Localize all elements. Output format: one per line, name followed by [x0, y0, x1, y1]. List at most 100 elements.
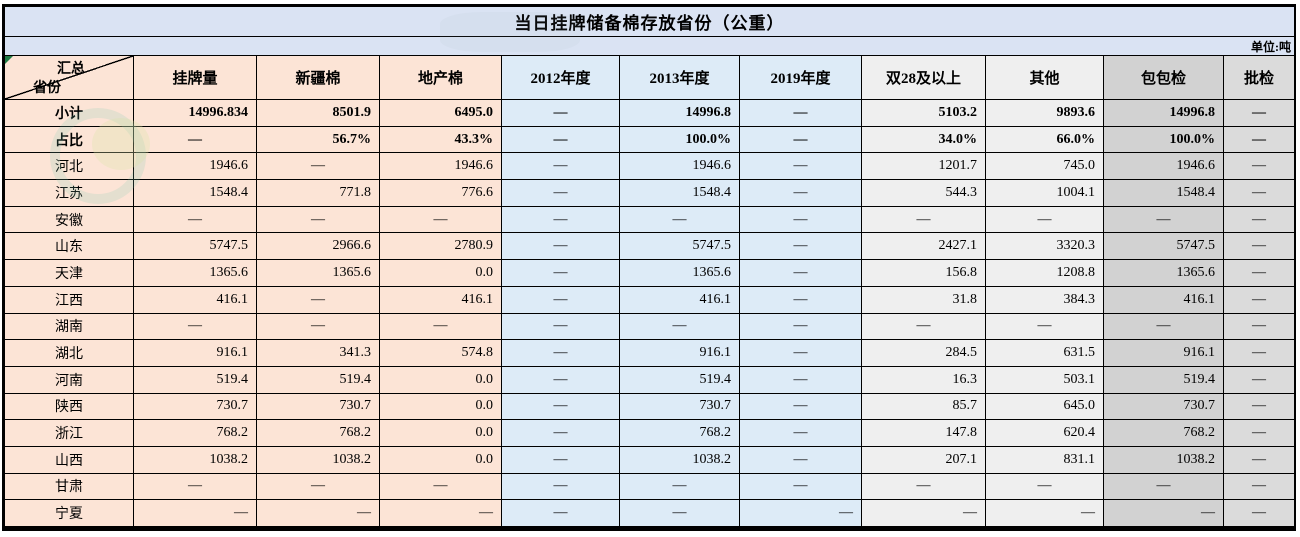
data-cell[interactable]: 831.1 [985, 445, 1104, 474]
data-cell[interactable]: — [739, 232, 862, 261]
data-cell[interactable]: 730.7 [1103, 392, 1224, 421]
data-cell[interactable]: — [739, 419, 862, 447]
province-label[interactable]: 小计 [4, 99, 134, 127]
data-cell[interactable]: 66.0% [985, 125, 1104, 154]
data-cell[interactable]: 9893.6 [985, 99, 1104, 127]
data-cell[interactable]: — [1223, 445, 1295, 474]
data-cell[interactable]: 574.8 [379, 339, 502, 367]
data-cell[interactable]: 631.5 [985, 339, 1104, 367]
data-cell[interactable]: 1946.6 [619, 152, 740, 181]
column-header[interactable]: 地产棉 [379, 55, 502, 100]
data-cell[interactable]: 2780.9 [379, 232, 502, 261]
data-cell[interactable]: — [256, 285, 380, 314]
data-cell[interactable]: 519.4 [619, 365, 740, 394]
data-cell[interactable]: — [501, 99, 620, 127]
data-cell[interactable]: 768.2 [1103, 419, 1224, 447]
data-cell[interactable]: 416.1 [619, 285, 740, 314]
province-label[interactable]: 安徽 [4, 205, 134, 234]
data-cell[interactable]: 0.0 [379, 259, 502, 287]
column-header[interactable]: 2013年度 [619, 55, 740, 100]
data-cell[interactable]: — [1223, 152, 1295, 181]
data-cell[interactable]: 519.4 [133, 365, 257, 394]
data-cell[interactable]: 2966.6 [256, 232, 380, 261]
data-cell[interactable]: 14996.834 [133, 99, 257, 127]
data-cell[interactable]: 1038.2 [619, 445, 740, 474]
column-header[interactable]: 挂牌量 [133, 55, 257, 100]
province-label[interactable]: 宁夏 [4, 499, 134, 527]
data-cell[interactable]: 1946.6 [133, 152, 257, 181]
data-cell[interactable]: 519.4 [1103, 365, 1224, 394]
data-cell[interactable]: — [256, 205, 380, 234]
data-cell[interactable]: 147.8 [861, 419, 986, 447]
data-cell[interactable]: 14996.8 [619, 99, 740, 127]
data-cell[interactable]: — [501, 205, 620, 234]
data-cell[interactable]: 416.1 [379, 285, 502, 314]
data-cell[interactable]: — [861, 472, 986, 501]
data-cell[interactable]: 0.0 [379, 419, 502, 447]
data-cell[interactable]: 1038.2 [133, 445, 257, 474]
data-cell[interactable]: 3320.3 [985, 232, 1104, 261]
data-cell[interactable]: — [985, 312, 1104, 341]
data-cell[interactable]: 768.2 [619, 419, 740, 447]
data-cell[interactable]: 1365.6 [133, 259, 257, 287]
data-cell[interactable]: 1548.4 [1103, 179, 1224, 207]
data-cell[interactable]: — [133, 312, 257, 341]
data-cell[interactable]: — [501, 285, 620, 314]
data-cell[interactable]: 5103.2 [861, 99, 986, 127]
data-cell[interactable]: 31.8 [861, 285, 986, 314]
data-cell[interactable]: 1038.2 [256, 445, 380, 474]
data-cell[interactable]: — [739, 445, 862, 474]
data-cell[interactable]: — [739, 152, 862, 181]
data-cell[interactable]: 0.0 [379, 445, 502, 474]
data-cell[interactable]: 100.0% [1103, 125, 1224, 154]
data-cell[interactable]: 1548.4 [619, 179, 740, 207]
data-cell[interactable]: — [501, 125, 620, 154]
data-cell[interactable]: 771.8 [256, 179, 380, 207]
data-cell[interactable]: — [739, 499, 862, 527]
data-cell[interactable]: — [1223, 365, 1295, 394]
province-label[interactable]: 河北 [4, 152, 134, 181]
province-label[interactable]: 山西 [4, 445, 134, 474]
data-cell[interactable]: — [1223, 499, 1295, 527]
data-cell[interactable]: — [501, 152, 620, 181]
data-cell[interactable]: 730.7 [619, 392, 740, 421]
data-cell[interactable]: — [379, 499, 502, 527]
data-cell[interactable]: 0.0 [379, 365, 502, 394]
data-cell[interactable]: 14996.8 [1103, 99, 1224, 127]
data-cell[interactable]: — [739, 205, 862, 234]
data-cell[interactable]: — [1103, 205, 1224, 234]
data-cell[interactable]: 1946.6 [379, 152, 502, 181]
data-cell[interactable]: — [739, 125, 862, 154]
data-cell[interactable]: — [501, 179, 620, 207]
data-cell[interactable]: 1946.6 [1103, 152, 1224, 181]
province-label[interactable]: 山东 [4, 232, 134, 261]
data-cell[interactable]: — [619, 499, 740, 527]
data-cell[interactable]: — [379, 312, 502, 341]
data-cell[interactable]: — [739, 472, 862, 501]
column-header[interactable]: 批检 [1223, 55, 1295, 100]
data-cell[interactable]: 916.1 [133, 339, 257, 367]
data-cell[interactable]: 1004.1 [985, 179, 1104, 207]
corner-header-cell[interactable]: 汇总 省份 [4, 55, 134, 100]
unit-label[interactable]: 单位:吨 [4, 36, 1295, 56]
province-label[interactable]: 河南 [4, 365, 134, 394]
data-cell[interactable]: — [133, 472, 257, 501]
data-cell[interactable]: 0.0 [379, 392, 502, 421]
data-cell[interactable]: — [501, 472, 620, 501]
data-cell[interactable]: 43.3% [379, 125, 502, 154]
data-cell[interactable]: 503.1 [985, 365, 1104, 394]
data-cell[interactable]: — [985, 205, 1104, 234]
data-cell[interactable]: — [133, 205, 257, 234]
data-cell[interactable]: — [1223, 392, 1295, 421]
data-cell[interactable]: — [1223, 99, 1295, 127]
data-cell[interactable]: 620.4 [985, 419, 1104, 447]
data-cell[interactable]: — [739, 339, 862, 367]
data-cell[interactable]: — [1223, 205, 1295, 234]
data-cell[interactable]: — [1223, 312, 1295, 341]
province-label[interactable]: 浙江 [4, 419, 134, 447]
data-cell[interactable]: — [739, 99, 862, 127]
data-cell[interactable]: — [379, 472, 502, 501]
data-cell[interactable]: — [501, 312, 620, 341]
data-cell[interactable]: 730.7 [256, 392, 380, 421]
data-cell[interactable]: — [133, 125, 257, 154]
